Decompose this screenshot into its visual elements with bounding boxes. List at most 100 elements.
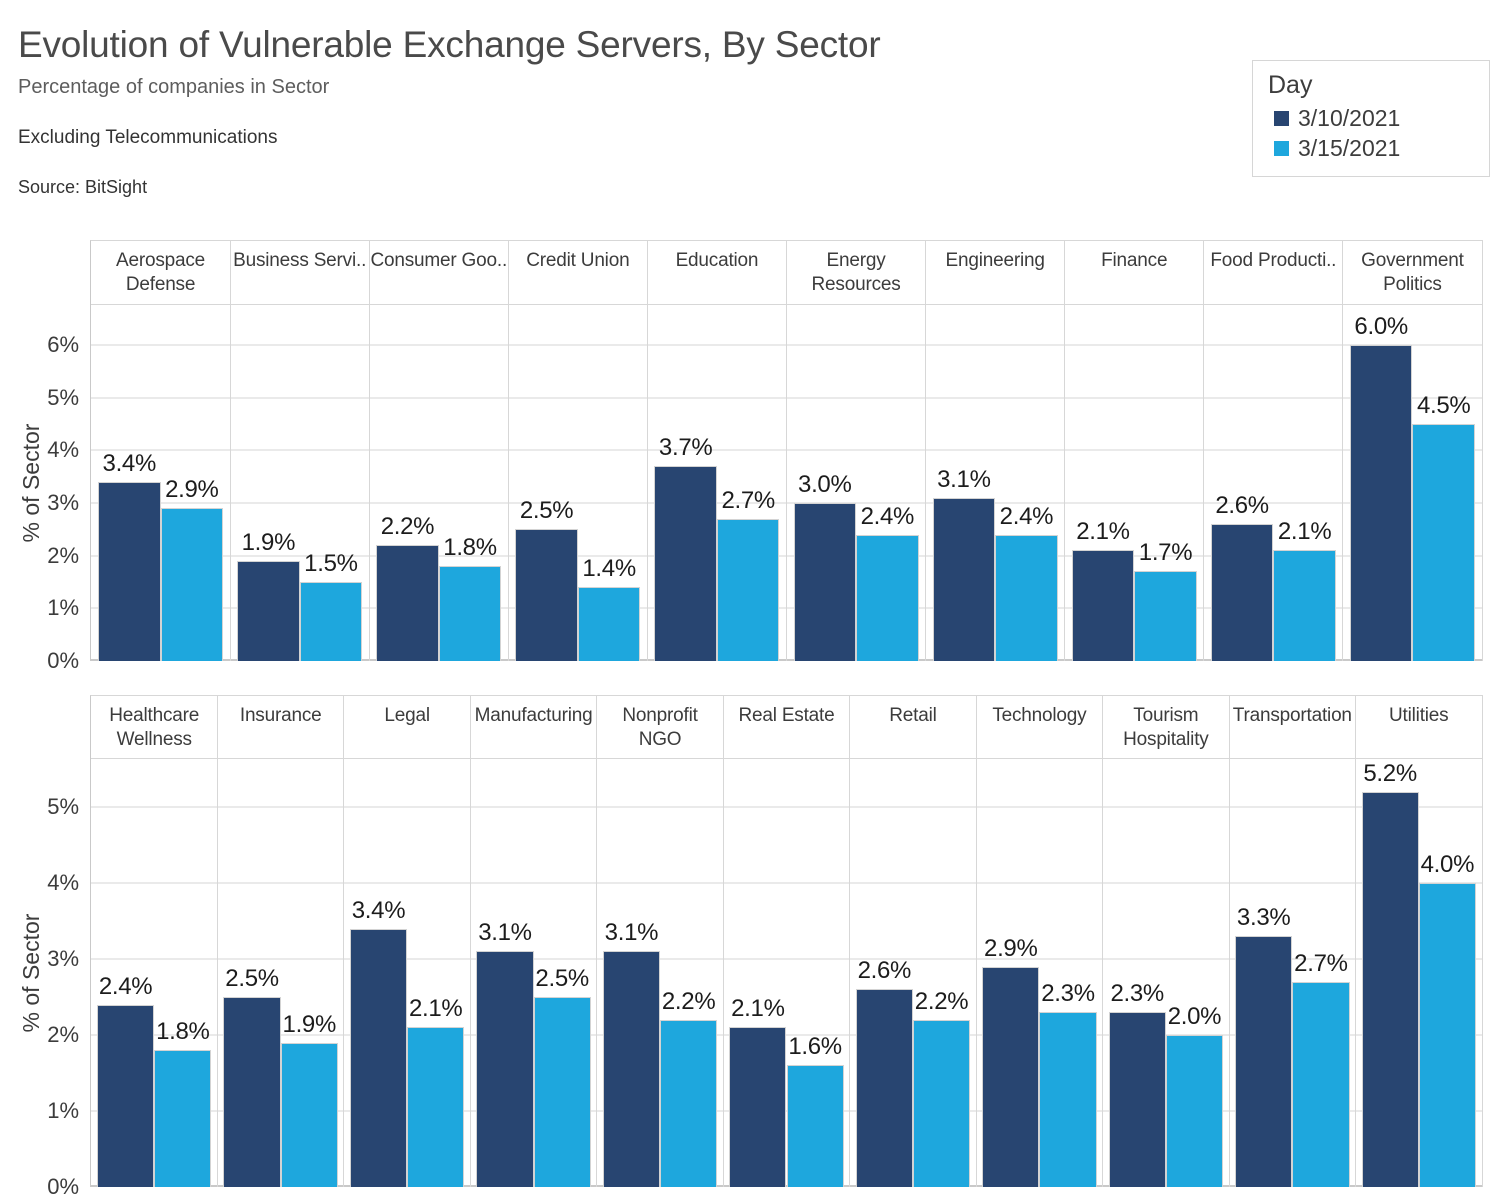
bar-value-label: 2.6% (1215, 492, 1269, 519)
bar-value-label: 2.3% (1041, 980, 1095, 1007)
bar[interactable] (932, 498, 996, 661)
bar-value-label: 1.8% (156, 1018, 210, 1045)
y-tick-label: 2% (47, 542, 79, 568)
bar[interactable] (476, 951, 534, 1187)
bar[interactable] (1418, 883, 1476, 1187)
y-tick-label: 1% (47, 1098, 79, 1123)
legend-swatch-icon (1274, 110, 1289, 126)
bar[interactable] (1292, 982, 1350, 1187)
bar[interactable] (660, 1020, 718, 1187)
bar[interactable] (982, 967, 1040, 1187)
bar[interactable] (729, 1027, 787, 1187)
bar[interactable] (438, 566, 502, 661)
bar[interactable] (1039, 1012, 1097, 1187)
legend-item[interactable]: 3/10/2021 (1253, 103, 1489, 133)
bar[interactable] (1273, 550, 1336, 661)
bar[interactable] (1412, 424, 1475, 661)
bar[interactable] (1361, 792, 1419, 1187)
y-tick-label: 6% (47, 331, 79, 357)
column-header: Insurance (239, 705, 322, 726)
bar[interactable] (1134, 571, 1197, 661)
bar-value-label: 3.7% (658, 434, 713, 461)
bar[interactable] (376, 545, 439, 661)
bar-value-label: 2.4% (999, 503, 1054, 530)
y-tick-label: 5% (47, 794, 79, 819)
bar-value-label: 5.2% (1363, 760, 1417, 787)
bar-value-label: 1.6% (788, 1033, 842, 1060)
y-tick-label: 5% (47, 384, 79, 410)
bar-value-label: 2.1% (408, 995, 463, 1022)
column-header: Tourism Hospitality (1123, 705, 1209, 750)
bar[interactable] (237, 561, 300, 661)
bar-value-label: 2.9% (984, 935, 1038, 962)
bar[interactable] (349, 929, 408, 1187)
gridline (91, 958, 1482, 960)
bar[interactable] (602, 951, 661, 1187)
bar-value-label: 3.4% (351, 897, 406, 924)
legend-swatch-icon (1274, 140, 1289, 156)
bar[interactable] (98, 482, 161, 661)
column-separator (722, 696, 724, 1187)
bar[interactable] (716, 519, 780, 661)
column-header: Legal (384, 705, 430, 726)
chart-row-1: 0% 1% 2% 3% 4% 5% 6% % of Sector Aerospace Defens… (18, 240, 1483, 673)
bar[interactable] (533, 997, 591, 1187)
column-header: Credit Union (526, 250, 630, 271)
column-separator (925, 241, 927, 661)
column-header: Energy Resources (811, 250, 901, 295)
bar[interactable] (995, 535, 1058, 661)
legend-item[interactable]: 3/15/2021 (1253, 133, 1489, 163)
bar[interactable] (855, 989, 913, 1187)
bar[interactable] (786, 1065, 844, 1187)
column-header: Utilities (1389, 705, 1449, 726)
bar[interactable] (1165, 1035, 1224, 1187)
bar-value-label: 2.7% (721, 487, 775, 514)
bar-value-label: 3.1% (478, 919, 532, 946)
bar[interactable] (856, 535, 919, 661)
legend-item-label: 3/15/2021 (1298, 134, 1401, 161)
bar[interactable] (280, 1043, 338, 1187)
column-separator (975, 696, 977, 1187)
bar-value-label: 2.9% (165, 476, 219, 503)
y-tick-label: 3% (47, 489, 79, 515)
bar[interactable] (1071, 550, 1135, 661)
bar[interactable] (299, 582, 363, 661)
bar[interactable] (407, 1027, 465, 1187)
chart-subtitle: Percentage of companies in Sector (18, 76, 330, 98)
bar-value-label: 2.1% (731, 995, 785, 1022)
column-separator (469, 696, 471, 1187)
bar[interactable] (1108, 1012, 1166, 1187)
bar[interactable] (160, 508, 224, 661)
bar-value-label: 1.7% (1138, 539, 1193, 566)
y-axis-title: % of Sector (18, 913, 44, 1032)
bar[interactable] (154, 1050, 212, 1187)
y-tick-label: 4% (47, 870, 79, 895)
bar-value-label: 2.4% (98, 973, 153, 1000)
column-separator (343, 696, 345, 1187)
y-tick-label: 3% (47, 946, 79, 971)
bar[interactable] (793, 503, 857, 661)
bar-value-label: 2.6% (857, 957, 912, 984)
chart-row-2: 0% 1% 2% 3% 4% 5% % of Sector Healthcare Wellnes… (18, 695, 1483, 1199)
gridline (91, 882, 1482, 884)
column-header: Consumer Goo.. (370, 250, 508, 271)
bar[interactable] (1349, 345, 1413, 661)
bar[interactable] (577, 587, 641, 661)
column-header: Manufacturing (474, 705, 593, 726)
bar[interactable] (515, 529, 578, 661)
column-header: Aerospace Defense (116, 250, 206, 295)
bar[interactable] (1210, 524, 1274, 661)
column-header: Nonprofit NGO (622, 705, 698, 750)
column-separator (1228, 696, 1230, 1187)
bar-value-label: 2.0% (1167, 1003, 1222, 1030)
bar[interactable] (912, 1020, 971, 1187)
bar-value-label: 2.5% (535, 965, 589, 992)
column-separator (507, 241, 509, 661)
y-axis-title: % of Sector (18, 423, 44, 542)
bar[interactable] (97, 1005, 155, 1187)
bar-value-label: 2.7% (1294, 950, 1348, 977)
bar[interactable] (1235, 936, 1293, 1187)
bar[interactable] (223, 997, 281, 1187)
bar-value-label: 6.0% (1354, 313, 1408, 340)
bar[interactable] (654, 466, 717, 661)
